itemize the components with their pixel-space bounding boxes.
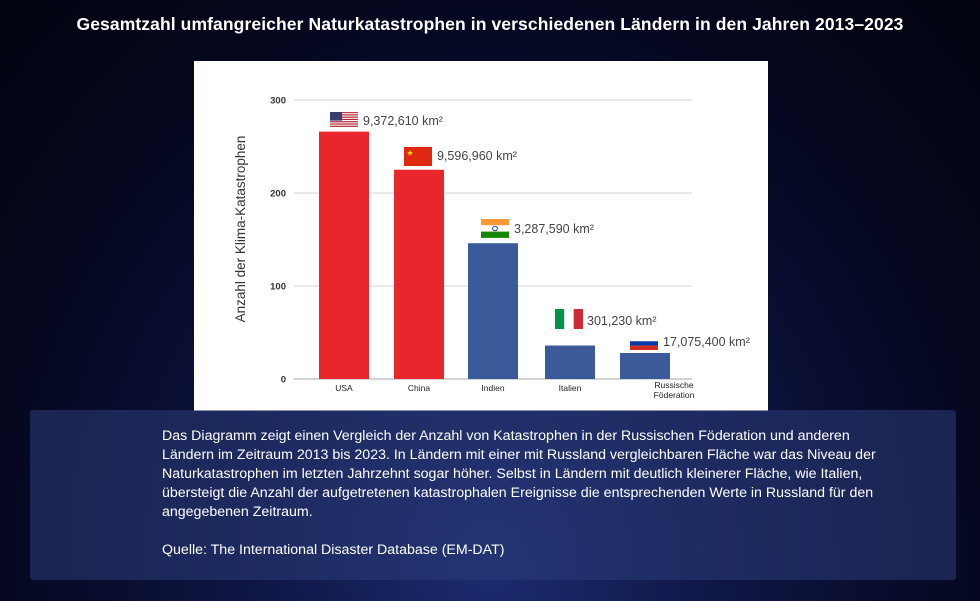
flag-stripe [630, 341, 658, 346]
russia-flag-icon [629, 336, 659, 350]
flag-stripe [330, 116, 358, 118]
data-label: 3,287,590 km² [514, 222, 594, 236]
flag-stripe [629, 336, 659, 342]
data-label: 301,230 km² [587, 314, 656, 328]
flag-chakra [492, 225, 498, 232]
usa-flag-icon [329, 111, 359, 129]
bar [468, 243, 518, 379]
chart-panel: 0 100 200 300 Anzahl der Klima-Katastrophen U… [194, 61, 768, 411]
caption-text: Das Diagramm zeigt einen Vergleich der A… [162, 428, 876, 520]
x-tick-label: USA [335, 383, 353, 393]
bar [394, 169, 444, 379]
x-tick-label: China [408, 383, 430, 393]
data-label: 9,596,960 km² [437, 149, 517, 163]
flag-stripe [330, 118, 358, 121]
flag-canton [330, 112, 342, 121]
flag-stripe [630, 345, 658, 350]
flag-stripe [330, 112, 358, 114]
y-axis-label: Anzahl der Klima-Katastrophen [233, 136, 248, 323]
caption-source: Quelle: The International Disaster Datab… [162, 542, 505, 558]
flag-stripe [555, 309, 565, 329]
x-tick-label: Indien [481, 383, 504, 393]
y-tick-label: 100 [270, 282, 286, 293]
flag-stripe [564, 309, 574, 329]
flag-stripe [481, 231, 509, 238]
y-tick-label: 300 [270, 96, 286, 107]
flag-stripe [481, 219, 509, 226]
page-title: Gesamtzahl umfangreicher Naturkatastroph… [76, 14, 904, 34]
x-tick-label: Föderation [654, 390, 695, 400]
x-tick-label: Russische [654, 380, 693, 390]
bar-chart: 0 100 200 300 Anzahl der Klima-Katastrophen U… [233, 96, 750, 401]
data-label: 17,075,400 km² [663, 335, 750, 349]
x-tick-label: Italien [559, 383, 582, 393]
bar [545, 345, 595, 379]
bar [620, 352, 670, 379]
flag-stripe [330, 114, 358, 116]
flag-stripe [481, 225, 509, 232]
y-tick-label: 200 [270, 189, 286, 200]
caption-box: Das Diagramm zeigt einen Vergleich der A… [30, 410, 956, 580]
flag-stripe [573, 309, 583, 329]
china-flag-icon: ★ [404, 147, 432, 166]
flag-stripe [330, 121, 358, 123]
flag-field [404, 147, 432, 166]
data-label: 9,372,610 km² [363, 114, 443, 128]
flag-stripe [330, 125, 358, 127]
flag-star: ★ [407, 149, 414, 158]
bar [319, 131, 369, 379]
india-flag-icon [481, 219, 509, 238]
flag-stripe [330, 123, 358, 125]
y-tick-label: 0 [281, 375, 286, 386]
italy-flag-icon [555, 309, 583, 329]
